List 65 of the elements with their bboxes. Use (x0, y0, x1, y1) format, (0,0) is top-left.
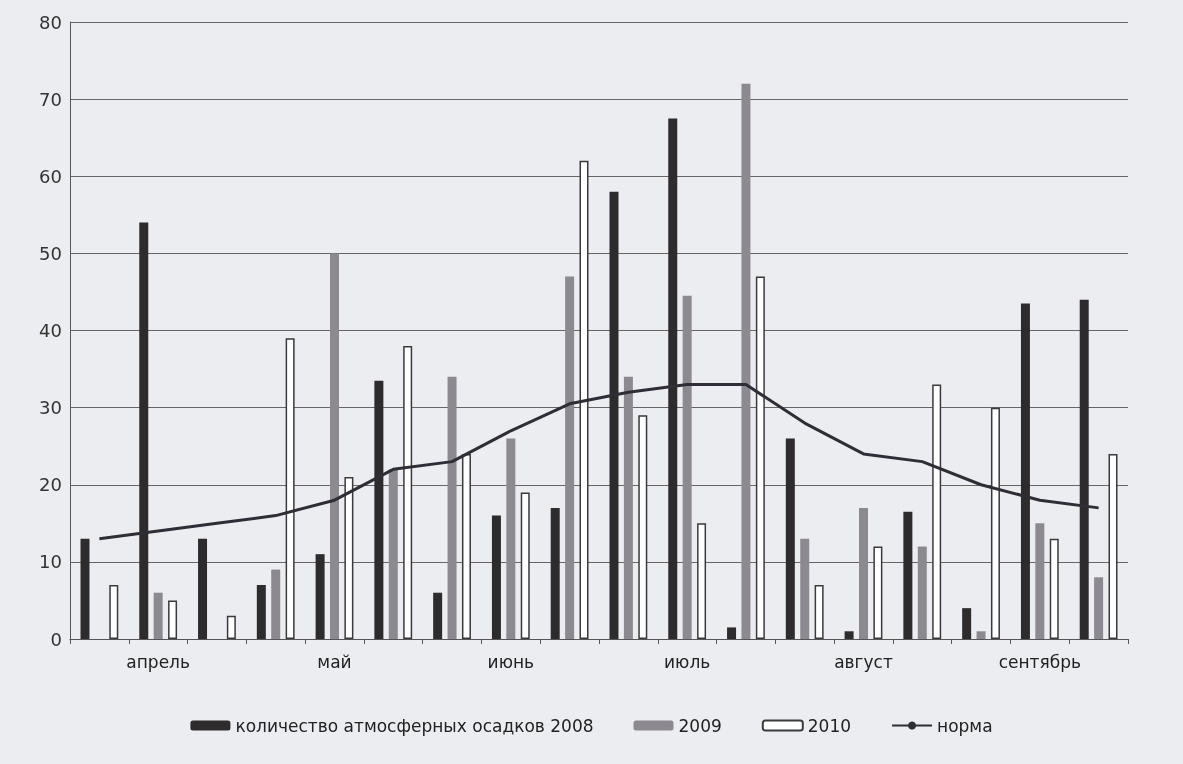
legend-label: количество атмосферных осадков 2008 (235, 715, 594, 736)
bar (697, 523, 707, 639)
bar (903, 511, 913, 639)
y-tick-label: 30 (39, 397, 62, 419)
bar (638, 415, 648, 639)
bar (873, 546, 883, 639)
y-tick-label: 80 (39, 11, 62, 33)
bar (330, 253, 339, 639)
bar (315, 554, 325, 639)
bar (1094, 577, 1104, 639)
legend-label: 2009 (678, 715, 722, 736)
bar (844, 631, 854, 639)
bar (153, 592, 163, 639)
bar (579, 160, 589, 639)
bar (962, 608, 972, 639)
bar (506, 438, 516, 639)
bar (990, 407, 1000, 639)
x-tick-label: июль (664, 651, 711, 672)
bar (727, 627, 737, 639)
bar (755, 276, 765, 639)
bar (1049, 538, 1059, 639)
bar (447, 376, 457, 639)
bar (433, 592, 443, 639)
bar (859, 507, 868, 639)
y-tick-label: 50 (39, 242, 62, 264)
x-tick-label: июнь (487, 651, 535, 672)
bar (388, 469, 398, 639)
y-tick-label: 60 (39, 165, 62, 187)
bar (226, 615, 236, 639)
bar (80, 538, 90, 639)
bar (932, 384, 942, 639)
bar (917, 546, 927, 639)
bar (976, 631, 986, 639)
bar (741, 83, 751, 639)
bar (491, 515, 501, 639)
bar (109, 585, 119, 639)
bar (623, 376, 633, 639)
y-tick-label: 20 (39, 474, 62, 496)
bar (344, 477, 354, 639)
bar (800, 538, 810, 639)
bar (550, 507, 560, 639)
bar (814, 585, 824, 639)
x-tick-label: август (834, 651, 893, 672)
bar (461, 453, 471, 639)
bar (520, 492, 530, 639)
x-tick-label: май (317, 651, 352, 672)
bar (1035, 523, 1045, 639)
bar (198, 538, 208, 639)
bar (271, 569, 281, 639)
y-tick-label: 70 (39, 88, 62, 110)
bar (682, 295, 692, 639)
y-tick-label: 0 (50, 628, 62, 650)
y-tick-label: 40 (39, 320, 62, 341)
bar (403, 345, 413, 639)
bar (1108, 453, 1118, 639)
y-tick-label: 10 (39, 551, 62, 573)
bar (565, 276, 575, 639)
bar (168, 600, 178, 639)
bar (285, 338, 295, 639)
legend-label: норма (937, 715, 993, 736)
x-tick-label: апрель (126, 651, 190, 672)
bar (256, 585, 266, 639)
x-tick-label: сентябрь (998, 651, 1082, 672)
legend-label: 2010 (807, 715, 852, 736)
bar (785, 438, 795, 639)
